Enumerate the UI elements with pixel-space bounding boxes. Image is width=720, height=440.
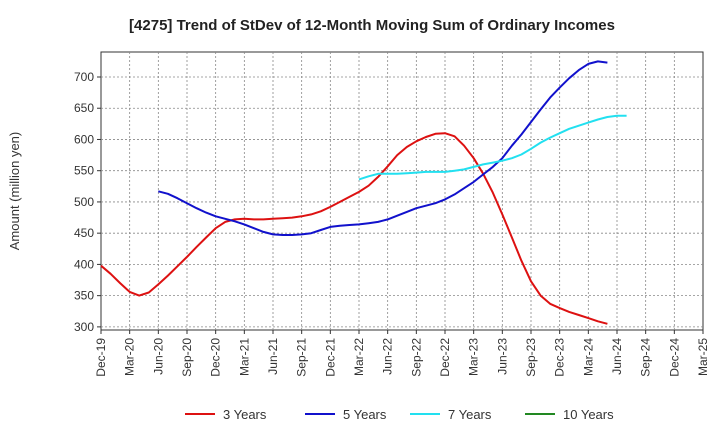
chart-title: [4275] Trend of StDev of 12-Month Moving… (129, 17, 615, 34)
x-tick-label: Mar-21 (237, 338, 251, 376)
x-tick-label: Dec-23 (553, 338, 567, 377)
x-tick-label: Mar-20 (123, 338, 137, 376)
x-tick-label: Dec-24 (667, 338, 681, 377)
y-tick-label: 650 (74, 101, 94, 115)
legend-label-5-years: 5 Years (343, 407, 387, 422)
x-tick-label: Jun-21 (266, 338, 280, 375)
x-tick-label: Dec-22 (438, 338, 452, 377)
x-tick-label: Dec-20 (209, 338, 223, 377)
grid-lines (101, 52, 703, 330)
y-tick-label: 300 (74, 320, 94, 334)
series-line-3-years (100, 132, 608, 325)
series-line-7-years (358, 114, 627, 181)
x-tick-label: Jun-22 (381, 338, 395, 375)
y-axis-label: Amount (million yen) (7, 132, 22, 251)
legend-label-7-years: 7 Years (448, 407, 492, 422)
plot-frame (100, 51, 704, 331)
x-tick-label: Mar-23 (467, 338, 481, 376)
y-tick-label: 450 (74, 226, 94, 240)
y-tick-label: 350 (74, 289, 94, 303)
x-tick-label: Jun-24 (610, 338, 624, 375)
x-tick-label: Sep-23 (524, 338, 538, 377)
legend-label-3-years: 3 Years (223, 407, 267, 422)
plot-area (100, 51, 704, 331)
x-tick-label: Dec-19 (94, 338, 108, 377)
y-tick-label: 500 (74, 195, 94, 209)
y-tick-label: 400 (74, 257, 94, 271)
y-axis-ticks: 300 350 400 450 500 550 600 650 700 (74, 70, 101, 334)
y-tick-label: 550 (74, 164, 94, 178)
legend-label-10-years: 10 Years (563, 407, 614, 422)
x-tick-label: Sep-20 (180, 338, 194, 377)
x-tick-label: Jun-20 (151, 338, 165, 375)
x-axis-ticks: Dec-19 Mar-20 Jun-20 Sep-20 Dec-20 Mar-21 Jun-… (94, 330, 710, 377)
y-tick-label: 700 (74, 70, 94, 84)
series-lines (100, 60, 627, 325)
x-tick-label: Mar-25 (696, 338, 710, 376)
y-tick-label: 600 (74, 132, 94, 146)
x-tick-label: Mar-24 (581, 338, 595, 376)
x-tick-label: Sep-24 (639, 338, 653, 377)
x-tick-label: Sep-21 (295, 338, 309, 377)
legend: 3 Years 5 Years 7 Years 10 Years (185, 407, 614, 422)
x-tick-label: Dec-21 (323, 338, 337, 377)
x-tick-label: Sep-22 (409, 338, 423, 377)
x-tick-label: Mar-22 (352, 338, 366, 376)
series-line-5-years (158, 60, 608, 236)
x-tick-label: Jun-23 (495, 338, 509, 375)
